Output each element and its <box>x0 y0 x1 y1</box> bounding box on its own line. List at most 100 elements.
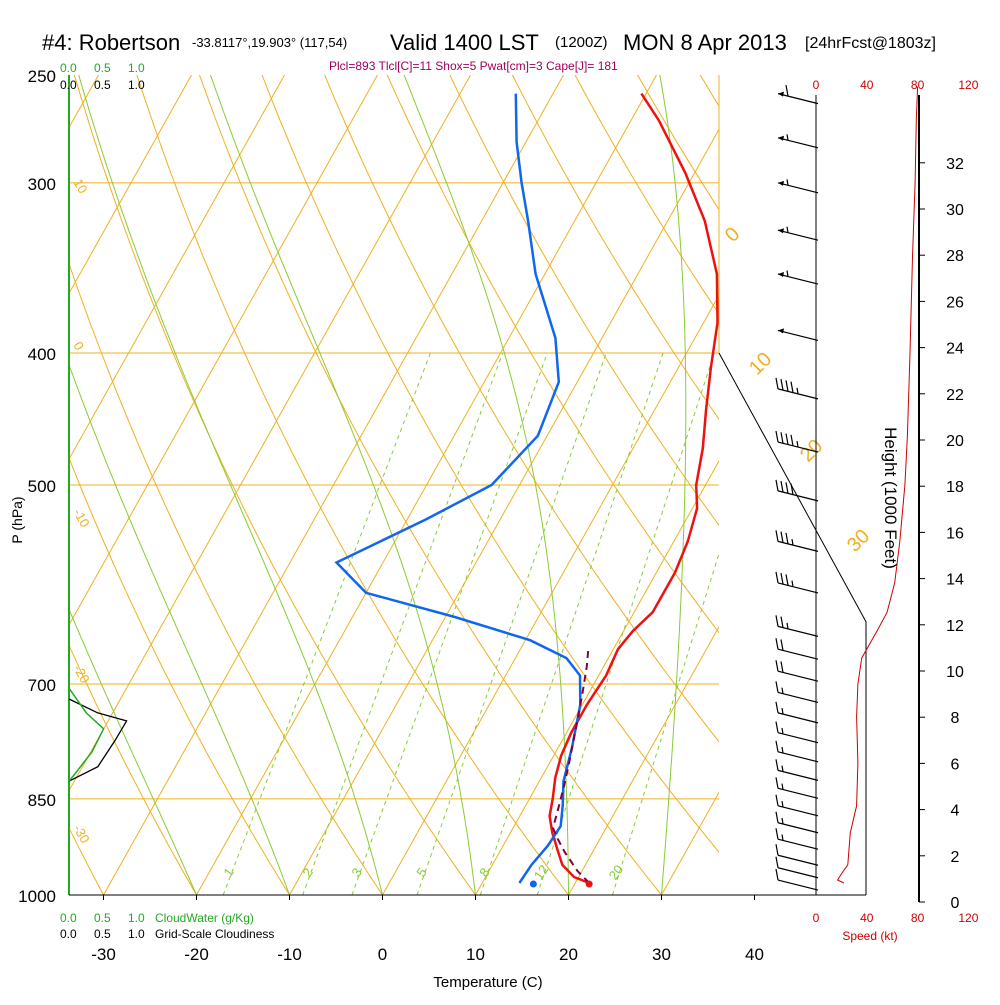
height-tick-label: 4 <box>951 803 960 820</box>
wind-barb-half-flag <box>797 388 798 394</box>
height-tick-label: 12 <box>946 618 964 635</box>
wind-barb-flag <box>781 639 783 650</box>
station-title: #4: Robertson <box>42 30 180 55</box>
mixing-ratio-label: 2 <box>299 865 315 880</box>
wind-barb <box>776 812 818 833</box>
wind-barb-flag <box>776 812 778 823</box>
wind-barb-flag <box>776 857 778 868</box>
height-tick-label: 28 <box>946 248 964 265</box>
wind-barb <box>778 134 818 148</box>
dry-adiabat-line <box>624 51 1000 924</box>
cloudiness-scale-bottom-2: 1.0 <box>128 927 145 941</box>
wind-barb-staff <box>778 788 818 798</box>
dry-adiabat-line <box>315 51 874 924</box>
wind-barb-staff <box>778 183 818 193</box>
wind-barb <box>776 722 818 743</box>
wind-barb-half-flag <box>797 441 798 447</box>
wind-barb-flag <box>776 869 778 880</box>
dry-adiabat-label: 30 <box>843 525 874 556</box>
wind-barb <box>776 660 818 681</box>
dry-adiabat-line <box>500 51 1000 924</box>
wind-barb-staff <box>778 806 818 816</box>
isotherm-line <box>848 75 1000 895</box>
height-tick-label: 30 <box>946 202 964 219</box>
wind-barb-staff <box>778 752 818 762</box>
temperature-tick-label: 20 <box>559 945 578 964</box>
cloudwater-scale-top-1: 0.5 <box>94 61 111 75</box>
height-tick-label: 6 <box>951 756 960 773</box>
dry-adiabat-line <box>6 51 403 924</box>
mixing-ratio-line <box>303 353 503 895</box>
height-tick-label: 8 <box>951 710 960 727</box>
dry-adiabat-line <box>0 51 119 924</box>
dry-adiabat-line <box>933 51 1000 924</box>
wind-barb-flag <box>781 432 783 443</box>
pressure-tick-label: 250 <box>28 67 56 86</box>
wind-barb-flag <box>776 795 778 806</box>
cloudwater-label: CloudWater (g/Kg) <box>155 911 254 925</box>
wind-barb-pennant <box>778 328 784 333</box>
cloud-panel <box>69 688 127 781</box>
wind-barb <box>776 759 818 780</box>
wind-barb-flag <box>776 615 778 626</box>
speed-axis-title: Speed (kt) <box>842 929 897 943</box>
wind-barb-flag <box>776 681 778 692</box>
pressure-tick-label: 500 <box>28 477 56 496</box>
height-tick-label: 2 <box>951 849 960 866</box>
wind-barb <box>776 572 818 593</box>
wind-barb-flag <box>781 617 783 628</box>
wind-barb-staff <box>778 274 818 284</box>
wind-barb-staff <box>778 713 818 723</box>
wind-barb-flag <box>776 741 778 752</box>
wind-panel-boundary <box>719 353 866 895</box>
wind-barb-flag <box>776 572 778 583</box>
dry-adiabat-label: 10 <box>745 348 776 379</box>
wind-barb-staff <box>778 823 818 833</box>
wind-barb <box>776 795 818 816</box>
x-axis-title: Temperature (C) <box>433 974 542 991</box>
cloudwater-scale-bottom-0: 0.0 <box>60 911 77 925</box>
wind-barb-pennant <box>778 136 784 141</box>
wind-barb-staff <box>778 649 818 659</box>
height-tick-label: 22 <box>946 387 964 404</box>
wind-barb <box>776 480 818 501</box>
wind-barb-flag <box>791 435 793 446</box>
height-axis-title: Height (1000 Feet) <box>881 427 900 569</box>
height-tick-label: 18 <box>946 479 964 496</box>
height-tick-label: 24 <box>946 341 964 358</box>
wind-barb-half-flag <box>787 623 788 629</box>
mixing-ratio-line <box>417 353 606 895</box>
cloudiness-scale-top-2: 1.0 <box>128 78 145 92</box>
speed-tick-top: 40 <box>860 78 874 92</box>
height-tick-label: 14 <box>946 572 964 589</box>
height-tick-label: 16 <box>946 525 964 542</box>
wind-barb-half-flag <box>782 728 783 734</box>
wind-barb <box>778 179 818 193</box>
wind-barb-pennant <box>778 228 784 233</box>
wind-barb <box>776 741 818 762</box>
wind-barb-flag <box>776 480 778 491</box>
wind-barb-flag <box>776 530 778 541</box>
wind-barb-half-flag <box>782 766 783 772</box>
wind-barb-pennant <box>778 92 784 97</box>
wind-barb-flag <box>791 382 793 393</box>
y-axis-title: P (hPa) <box>9 496 25 543</box>
mixing-ratio-label: 1 <box>220 865 236 880</box>
wind-barb-staff <box>778 491 818 501</box>
temperature-tick-label: -10 <box>277 945 302 964</box>
surface-dewpoint-dot <box>530 881 537 888</box>
wind-barb <box>778 328 818 340</box>
pressure-tick-label: 300 <box>28 175 56 194</box>
wind-barb-pennant <box>778 272 784 277</box>
height-tick-label: 0 <box>951 895 960 912</box>
wind-barb <box>776 681 818 702</box>
background-lines <box>0 51 1000 924</box>
wind-barb-staff <box>778 839 818 849</box>
isotherm-line <box>0 75 6 895</box>
wind-barb-staff <box>778 868 818 878</box>
cloudiness-scale-bottom-1: 0.5 <box>94 927 111 941</box>
wind-barb <box>778 271 818 285</box>
isotherm-label: 10 <box>70 176 90 196</box>
